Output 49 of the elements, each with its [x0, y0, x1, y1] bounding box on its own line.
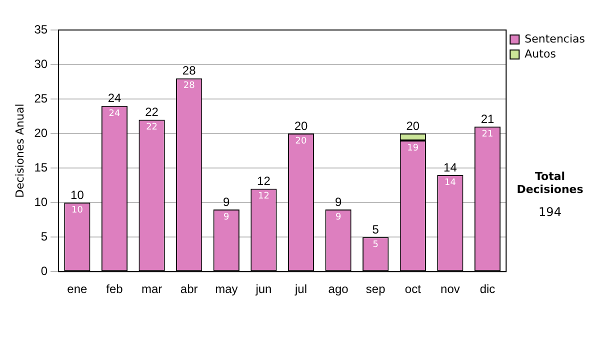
total-label: 21 [480, 112, 494, 126]
data-label: 28 [183, 81, 196, 92]
total-label: 14 [444, 160, 458, 174]
total-label: 22 [145, 105, 159, 120]
x-tick-label: may [215, 282, 238, 296]
total-label: 20 [406, 118, 420, 133]
text: Total Decisiones [516, 170, 584, 196]
x-tick-label: mar [141, 282, 162, 296]
y-tick-label: 0 [40, 264, 48, 278]
x-tick-label: ago [328, 282, 349, 296]
y-tick-label: 5 [40, 229, 48, 244]
data-label: 9 [335, 212, 342, 222]
legend-label: Sentencias [524, 32, 586, 46]
y-tick-label: 25 [34, 91, 48, 106]
total-label: 12 [257, 174, 271, 188]
total-label: 24 [108, 91, 122, 106]
data-label: 10 [71, 205, 84, 216]
x-tick-label: dic [480, 282, 496, 296]
x-tick-label: jun [254, 282, 272, 296]
data-label: 9 [224, 212, 230, 222]
x-tick-label: jul [294, 282, 308, 296]
x-tick-label: oct [404, 282, 422, 296]
data-label: 14 [444, 178, 456, 188]
data-label: 22 [146, 122, 158, 133]
total-label: 5 [372, 222, 380, 236]
data-label: 12 [258, 192, 270, 202]
x-tick-label: sep [366, 282, 386, 296]
data-label: 24 [108, 108, 120, 119]
total-label: 9 [223, 194, 230, 209]
y-tick-label: 20 [34, 126, 48, 140]
data-label: 21 [482, 129, 494, 140]
data-label: 19 [407, 143, 419, 154]
x-tick-label: nov [440, 282, 460, 296]
y-axis-title: Decisiones Anual [13, 104, 26, 198]
y-tick-label: 10 [34, 194, 48, 209]
y-tick-label: 30 [34, 56, 48, 71]
y-tick-label: 35 [34, 22, 48, 36]
x-tick-label: abr [180, 282, 198, 296]
legend-label: Autos [524, 47, 556, 60]
total-label: 10 [70, 188, 84, 202]
x-tick-label: ene [67, 282, 88, 296]
total-label: 9 [334, 194, 342, 209]
x-tick-label: feb [106, 282, 124, 296]
data-label: 20 [295, 136, 307, 146]
data-label: 5 [372, 240, 378, 250]
total-label: 28 [182, 64, 196, 78]
total-label: 20 [294, 118, 308, 133]
y-tick-label: 15 [34, 160, 48, 174]
text: 194 [538, 205, 562, 219]
